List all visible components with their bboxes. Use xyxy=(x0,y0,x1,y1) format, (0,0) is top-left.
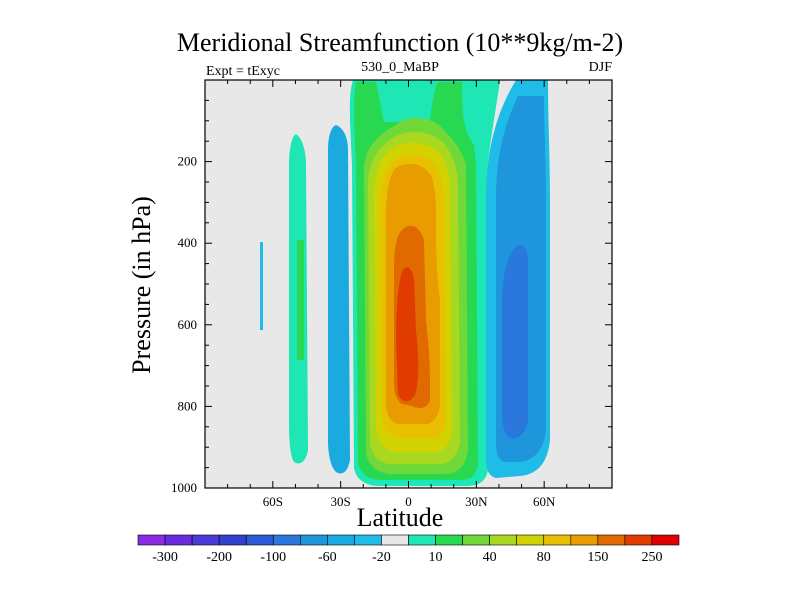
colorbar-swatch xyxy=(435,534,463,546)
colorbar-swatch xyxy=(408,534,436,546)
colorbar-swatch xyxy=(218,534,247,546)
colorbar-swatch xyxy=(245,534,274,546)
colorbar-label: 250 xyxy=(641,550,662,565)
experiment-label: Expt = tExyc xyxy=(206,64,280,79)
colorbar-swatch xyxy=(327,534,355,546)
colorbar-swatch xyxy=(191,534,220,546)
x-tick-label: 0 xyxy=(405,494,412,509)
x-axis: 60S 30S 0 30N 60N xyxy=(227,80,590,509)
contour-nh-negative-inner xyxy=(502,244,528,439)
colorbar-swatch xyxy=(137,534,166,546)
y-axis: 200 400 600 800 1000 xyxy=(171,99,612,495)
colorbar-swatch xyxy=(543,534,572,546)
colorbar-label: 80 xyxy=(537,550,551,565)
x-tick-label: 60S xyxy=(263,494,283,509)
y-tick-label: 800 xyxy=(178,398,198,413)
colorbar-label: -200 xyxy=(206,550,232,565)
run-label: 530_0_MaBP xyxy=(361,60,439,75)
colorbar-label: -100 xyxy=(260,550,286,565)
contour-field xyxy=(260,80,550,486)
colorbar-label: -300 xyxy=(152,550,178,565)
colorbar-swatch xyxy=(624,534,653,546)
colorbar-swatch xyxy=(651,534,680,546)
colorbar-swatch xyxy=(489,534,517,546)
chart-title: Meridional Streamfunction (10**9kg/m-2) xyxy=(176,28,624,57)
colorbar-swatch xyxy=(164,534,193,546)
colorbar-swatch xyxy=(597,534,626,546)
contour-sh-negative xyxy=(328,125,350,474)
x-tick-label: 30N xyxy=(465,494,488,509)
y-tick-label: 1000 xyxy=(171,480,197,495)
contour-hadley-250 xyxy=(396,267,419,402)
colorbar-label: 150 xyxy=(587,550,608,565)
colorbar-swatch xyxy=(354,534,382,546)
contour-sh-positive-inner xyxy=(297,240,304,360)
colorbar-label: 10 xyxy=(429,550,443,565)
colorbar-swatch xyxy=(570,534,599,546)
colorbar-swatch xyxy=(381,534,409,546)
x-tick-label: 30S xyxy=(331,494,351,509)
contour-sh-polar xyxy=(260,242,263,330)
y-tick-label: 200 xyxy=(178,154,198,169)
colorbar-swatch xyxy=(299,534,328,546)
colorbar-label: -60 xyxy=(318,550,337,565)
season-label: DJF xyxy=(588,60,612,75)
colorbar-swatch xyxy=(516,534,545,546)
y-tick-label: 400 xyxy=(178,235,198,250)
colorbar-label: 40 xyxy=(483,550,497,565)
y-tick-label: 600 xyxy=(178,317,198,332)
colorbar: -300 -200 -100 -60 -20 10 40 80 150 250 xyxy=(137,534,680,565)
colorbar-swatch xyxy=(272,534,301,546)
x-tick-label: 60N xyxy=(533,494,556,509)
colorbar-label: -20 xyxy=(372,550,391,565)
x-axis-title: Latitude xyxy=(356,503,444,532)
colorbar-swatch xyxy=(462,534,490,546)
